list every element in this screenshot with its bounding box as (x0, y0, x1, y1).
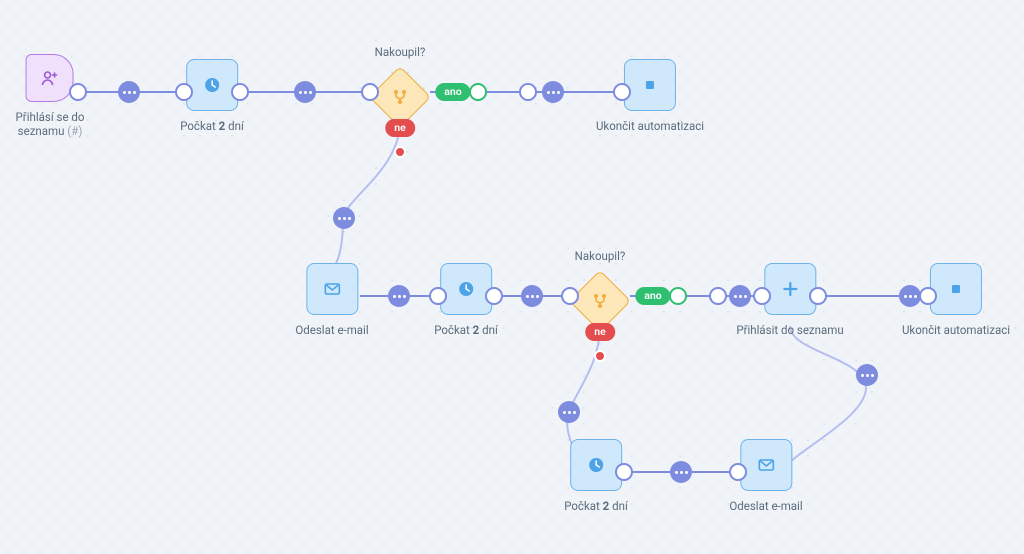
connection-port[interactable] (519, 83, 537, 101)
branch-no-pill: ne (585, 323, 615, 341)
connection-port[interactable] (485, 287, 503, 305)
node-label: Přihlásí se do seznamu (#) (16, 110, 85, 138)
add-step-button[interactable] (388, 285, 410, 307)
connection-port[interactable] (753, 287, 771, 305)
add-step-button[interactable] (729, 285, 751, 307)
branch-no-anchor (596, 352, 604, 360)
add-step-button[interactable] (670, 461, 692, 483)
connection-port[interactable] (69, 83, 87, 101)
node-label: Odeslat e-mail (295, 323, 368, 337)
plus-icon (781, 280, 799, 298)
add-step-button[interactable] (118, 81, 140, 103)
node-label: Počkat 2 dní (564, 499, 628, 513)
branch-yes-pill: ano (635, 287, 670, 305)
connection-port[interactable] (175, 83, 193, 101)
mail-icon (757, 456, 775, 474)
branch-no-pill: ne (385, 119, 415, 137)
connection-port[interactable] (561, 287, 579, 305)
connection-port[interactable] (919, 287, 937, 305)
node-label: Odeslat e-mail (729, 499, 802, 513)
add-step-button[interactable] (856, 364, 878, 386)
add-step-button[interactable] (558, 401, 580, 423)
connection-port[interactable] (709, 287, 727, 305)
branch-icon (391, 88, 409, 106)
connection-port[interactable] (615, 463, 633, 481)
add-step-button[interactable] (333, 207, 355, 229)
stop-icon (947, 280, 965, 298)
edge (332, 122, 400, 268)
connection-port[interactable] (469, 83, 487, 101)
clock-icon (587, 456, 605, 474)
decision-purchased[interactable]: Nakoupil? (370, 45, 430, 127)
mail-icon (323, 280, 341, 298)
connection-port[interactable] (361, 83, 379, 101)
connection-port[interactable] (729, 463, 747, 481)
branch-yes-pill: ano (435, 83, 470, 101)
add-step-button[interactable] (294, 81, 316, 103)
node-label: Přihlásit do seznamu (736, 323, 843, 337)
connection-port[interactable] (613, 83, 631, 101)
node-label: Nakoupil? (375, 45, 426, 59)
connection-port[interactable] (429, 287, 447, 305)
node-label: Ukončit automatizaci (596, 119, 704, 133)
node-label: Počkat 2 dní (180, 119, 244, 133)
action-send-email[interactable]: Odeslat e-mail (295, 263, 368, 337)
connection-port[interactable] (231, 83, 249, 101)
user-plus-icon (41, 69, 59, 87)
edges-layer (0, 0, 1024, 554)
node-label: Počkat 2 dní (434, 323, 498, 337)
node-label: Nakoupil? (575, 249, 626, 263)
add-step-button[interactable] (899, 285, 921, 307)
node-label: Ukončit automatizaci (902, 323, 1010, 337)
connection-port[interactable] (669, 287, 687, 305)
clock-icon (203, 76, 221, 94)
action-subscribe-list[interactable]: Přihlásit do seznamu (736, 263, 843, 337)
add-step-button[interactable] (521, 285, 543, 307)
clock-icon (457, 280, 475, 298)
add-step-button[interactable] (542, 81, 564, 103)
decision-purchased[interactable]: Nakoupil? (570, 249, 630, 331)
branch-no-anchor (396, 148, 404, 156)
connection-port[interactable] (809, 287, 827, 305)
stop-icon (641, 76, 659, 94)
action-end-automation[interactable]: Ukončit automatizaci (596, 59, 704, 133)
branch-icon (591, 292, 609, 310)
